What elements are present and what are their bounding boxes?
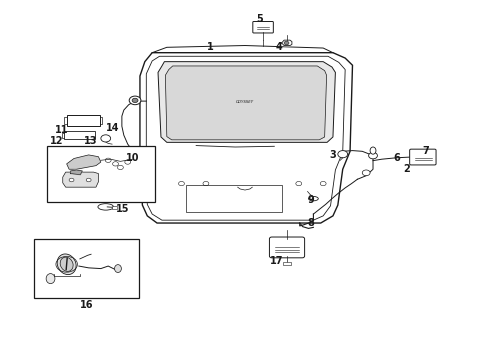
Circle shape	[338, 150, 347, 158]
Text: 12: 12	[50, 136, 64, 146]
FancyBboxPatch shape	[253, 22, 273, 33]
Bar	[283, 262, 291, 265]
Circle shape	[69, 178, 74, 182]
Ellipse shape	[98, 204, 114, 210]
Text: 7: 7	[422, 146, 429, 156]
Bar	[112, 206, 117, 209]
Ellipse shape	[309, 197, 318, 201]
Circle shape	[118, 165, 123, 170]
Circle shape	[132, 98, 138, 103]
Text: 16: 16	[79, 300, 93, 310]
Circle shape	[362, 170, 370, 176]
FancyBboxPatch shape	[270, 237, 305, 258]
Ellipse shape	[57, 254, 76, 275]
Bar	[64, 131, 95, 139]
Circle shape	[86, 178, 91, 182]
Polygon shape	[140, 53, 352, 223]
Polygon shape	[158, 62, 335, 142]
Text: 13: 13	[84, 136, 98, 146]
Polygon shape	[282, 40, 292, 45]
Text: 4: 4	[276, 42, 283, 52]
Text: 14: 14	[106, 123, 120, 133]
Text: 10: 10	[126, 153, 139, 163]
Text: 3: 3	[330, 150, 336, 160]
Polygon shape	[147, 56, 345, 220]
Polygon shape	[71, 170, 82, 175]
Bar	[34, 239, 139, 298]
Text: 8: 8	[308, 218, 315, 228]
FancyBboxPatch shape	[410, 149, 436, 165]
Ellipse shape	[115, 265, 122, 273]
Circle shape	[113, 162, 119, 166]
Text: 15: 15	[116, 204, 129, 215]
Circle shape	[129, 96, 141, 105]
Text: 6: 6	[393, 153, 400, 163]
Circle shape	[284, 41, 289, 45]
Polygon shape	[67, 155, 101, 169]
Text: 9: 9	[308, 195, 315, 205]
Circle shape	[125, 160, 131, 164]
Polygon shape	[165, 66, 327, 140]
Polygon shape	[63, 172, 98, 187]
Bar	[67, 116, 100, 126]
Text: 5: 5	[256, 14, 263, 24]
Ellipse shape	[46, 274, 55, 284]
Ellipse shape	[370, 147, 376, 154]
Ellipse shape	[60, 257, 73, 271]
Circle shape	[368, 152, 377, 159]
Bar	[47, 146, 155, 202]
Text: ODYSSEY: ODYSSEY	[236, 100, 254, 104]
Text: 11: 11	[55, 125, 69, 135]
Text: 17: 17	[270, 256, 284, 266]
Text: 1: 1	[207, 42, 214, 52]
Text: 2: 2	[403, 164, 410, 174]
Circle shape	[101, 135, 111, 142]
Bar	[186, 185, 282, 212]
Circle shape	[105, 158, 111, 162]
